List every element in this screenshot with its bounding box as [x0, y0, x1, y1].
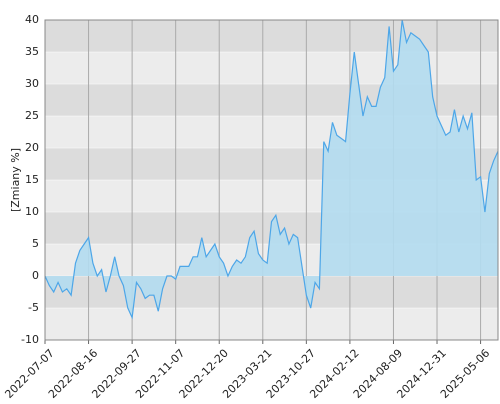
y-tick-label: 35 — [25, 45, 39, 58]
y-tick-label: 0 — [32, 269, 39, 282]
area-fill — [45, 20, 498, 318]
area-line — [44, 19, 499, 320]
y-tick-label: 10 — [25, 205, 39, 218]
grid-band — [45, 20, 498, 52]
y-tick-label: -10 — [21, 333, 39, 346]
plot-frame — [44, 19, 499, 341]
y-tick-label: 40 — [25, 13, 39, 26]
y-tick-label: 20 — [25, 141, 39, 154]
y-tick-label: 25 — [25, 109, 39, 122]
y-tick-label: 15 — [25, 173, 39, 186]
y-axis-label: [Zmiany %] — [9, 148, 22, 212]
y-tick-label: -5 — [28, 301, 39, 314]
y-tick-label: 5 — [32, 237, 39, 250]
y-tick-label: 30 — [25, 77, 39, 90]
grid-band — [45, 308, 498, 340]
grid-band — [45, 276, 498, 308]
